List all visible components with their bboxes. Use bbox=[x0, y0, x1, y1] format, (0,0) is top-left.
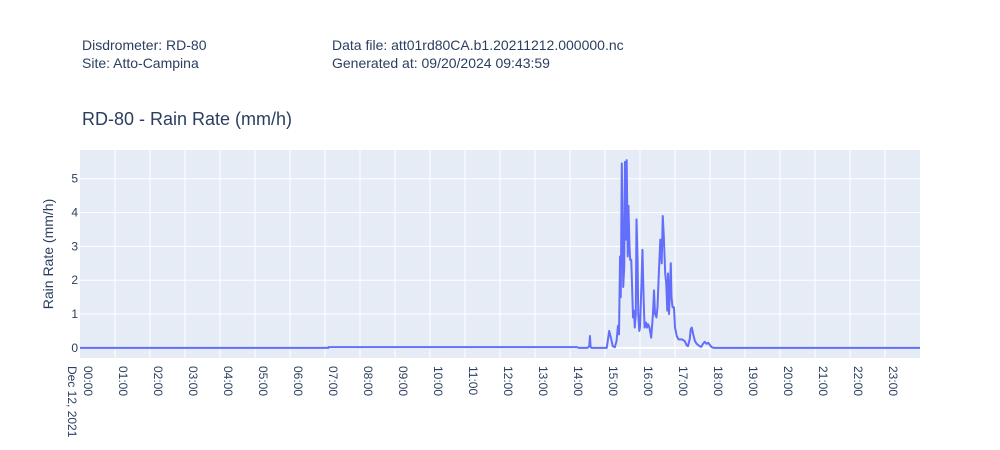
chart-title: RD-80 - Rain Rate (mm/h) bbox=[82, 109, 293, 129]
x-tick-label: 01:00 bbox=[116, 366, 130, 396]
x-tick-label: 09:00 bbox=[396, 366, 410, 396]
x-tick-label: 16:00 bbox=[641, 366, 655, 396]
y-tick-label: 1 bbox=[71, 307, 78, 321]
x-tick-label: 10:00 bbox=[431, 366, 445, 396]
disdrometer-label: Disdrometer: RD-80 bbox=[82, 37, 207, 53]
x-tick-label: 18:00 bbox=[711, 366, 725, 396]
y-tick-labels: 0 1 2 3 4 5 bbox=[71, 172, 78, 355]
x-tick-label: 14:00 bbox=[571, 366, 585, 396]
x-tick-label: 21:00 bbox=[816, 366, 830, 396]
header-left: Disdrometer: RD-80 Site: Atto-Campina bbox=[82, 36, 206, 72]
x-tick-label: 02:00 bbox=[151, 366, 165, 396]
rain-rate-line bbox=[80, 159, 920, 349]
x-tick-label: 13:00 bbox=[536, 366, 550, 396]
x-tick-label: 05:00 bbox=[256, 366, 270, 396]
x-tick-label: 15:00 bbox=[606, 366, 620, 396]
x-tick-date-label: Dec 12, 2021 bbox=[65, 366, 79, 438]
x-tick-label: 20:00 bbox=[781, 366, 795, 396]
x-tick-label: 19:00 bbox=[746, 366, 760, 396]
x-tick-label: 11:00 bbox=[466, 366, 480, 395]
header-right: Data file: att01rd80CA.b1.20211212.00000… bbox=[332, 36, 624, 72]
y-tick-label: 0 bbox=[71, 341, 78, 355]
y-tick-label: 4 bbox=[71, 206, 78, 220]
x-tick-label: 03:00 bbox=[186, 366, 200, 396]
x-tick-label: 08:00 bbox=[361, 366, 375, 396]
x-tick-label: 04:00 bbox=[221, 366, 235, 396]
y-tick-label: 2 bbox=[71, 273, 78, 287]
x-grid bbox=[114, 150, 886, 358]
generated-at-label: Generated at: 09/20/2024 09:43:59 bbox=[332, 55, 550, 71]
x-tick-label: 17:00 bbox=[676, 366, 690, 396]
x-tick-label: 07:00 bbox=[326, 366, 340, 396]
x-tick-label: 00:00 bbox=[81, 366, 95, 396]
x-tick-label: 06:00 bbox=[291, 366, 305, 396]
x-tick-label: 23:00 bbox=[886, 366, 900, 396]
x-tick-label: 22:00 bbox=[851, 366, 865, 396]
x-tick-label: 12:00 bbox=[501, 366, 515, 396]
site-label: Site: Atto-Campina bbox=[82, 55, 199, 71]
y-tick-label: 5 bbox=[71, 172, 78, 186]
y-tick-label: 3 bbox=[71, 239, 78, 253]
y-axis-label: Rain Rate (mm/h) bbox=[40, 199, 56, 309]
data-file-label: Data file: att01rd80CA.b1.20211212.00000… bbox=[332, 37, 624, 53]
